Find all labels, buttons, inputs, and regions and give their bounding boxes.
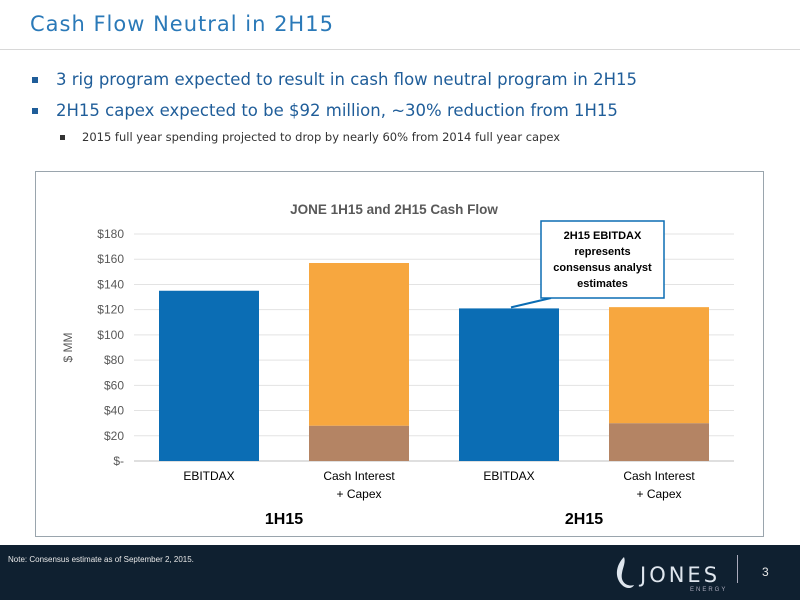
chart-container: JONE 1H15 and 2H15 Cash Flow $- $20 $40 $60 $… <box>35 171 764 537</box>
bullet-item: 3 rig program expected to result in cash… <box>30 70 790 89</box>
x-tick-label: EBITDAX <box>183 469 234 483</box>
bar-segment <box>309 263 409 426</box>
callout-box <box>540 220 665 299</box>
x-tick-label: Cash Interest <box>323 469 395 483</box>
company-logo: JONES ENERGY <box>610 555 730 593</box>
footnote: Note: Consensus estimate as of September… <box>8 555 194 564</box>
x-tick-label: EBITDAX <box>483 469 534 483</box>
callout-text: represents <box>574 246 630 258</box>
callout-pointer <box>510 297 552 309</box>
bullet-item: 2H15 capex expected to be $92 million, ~… <box>30 101 790 120</box>
y-tick-label: $- <box>113 454 124 468</box>
page-number: 3 <box>762 565 769 579</box>
y-tick-label: $20 <box>104 429 124 443</box>
footer-bar: Note: Consensus estimate as of September… <box>0 545 800 600</box>
sub-bullet-item: 2015 full year spending projected to dro… <box>30 130 790 144</box>
chart-title: JONE 1H15 and 2H15 Cash Flow <box>290 202 498 217</box>
logo-text: JONES <box>640 563 721 587</box>
bar-segment <box>159 290 259 461</box>
y-tick-label: $140 <box>97 277 124 291</box>
callout-text: 2H15 EBITDAX <box>564 230 642 242</box>
x-tick-label: + Capex <box>636 487 681 501</box>
logo-mark-icon <box>616 557 634 588</box>
slide-title: Cash Flow Neutral in 2H15 <box>30 12 334 36</box>
cash-flow-chart: JONE 1H15 and 2H15 Cash Flow $- $20 $40 $60 $… <box>61 202 734 528</box>
y-tick-label: $160 <box>97 252 124 266</box>
x-tick-label: Cash Interest <box>623 469 695 483</box>
x-tick-label: + Capex <box>336 487 381 501</box>
y-tick-label: $100 <box>97 328 124 342</box>
title-divider <box>0 49 800 50</box>
y-tick-label: $80 <box>104 353 124 367</box>
bar-segment <box>609 307 709 424</box>
y-tick-label: $40 <box>104 404 124 418</box>
y-axis-label: $ MM <box>61 332 75 362</box>
callout-text: estimates <box>577 278 628 290</box>
group-label: 1H15 <box>265 511 303 528</box>
bullet-list: 3 rig program expected to result in cash… <box>30 70 790 144</box>
logo-divider <box>737 555 738 583</box>
bar-segment <box>609 423 709 461</box>
group-label: 2H15 <box>565 511 603 528</box>
bar-segment <box>459 308 559 461</box>
y-tick-label: $60 <box>104 378 124 392</box>
bar-segment <box>309 425 409 461</box>
y-tick-label: $120 <box>97 303 124 317</box>
y-tick-label: $180 <box>97 227 124 241</box>
logo-subtext: ENERGY <box>690 587 728 593</box>
callout-text: consensus analyst <box>553 262 652 274</box>
